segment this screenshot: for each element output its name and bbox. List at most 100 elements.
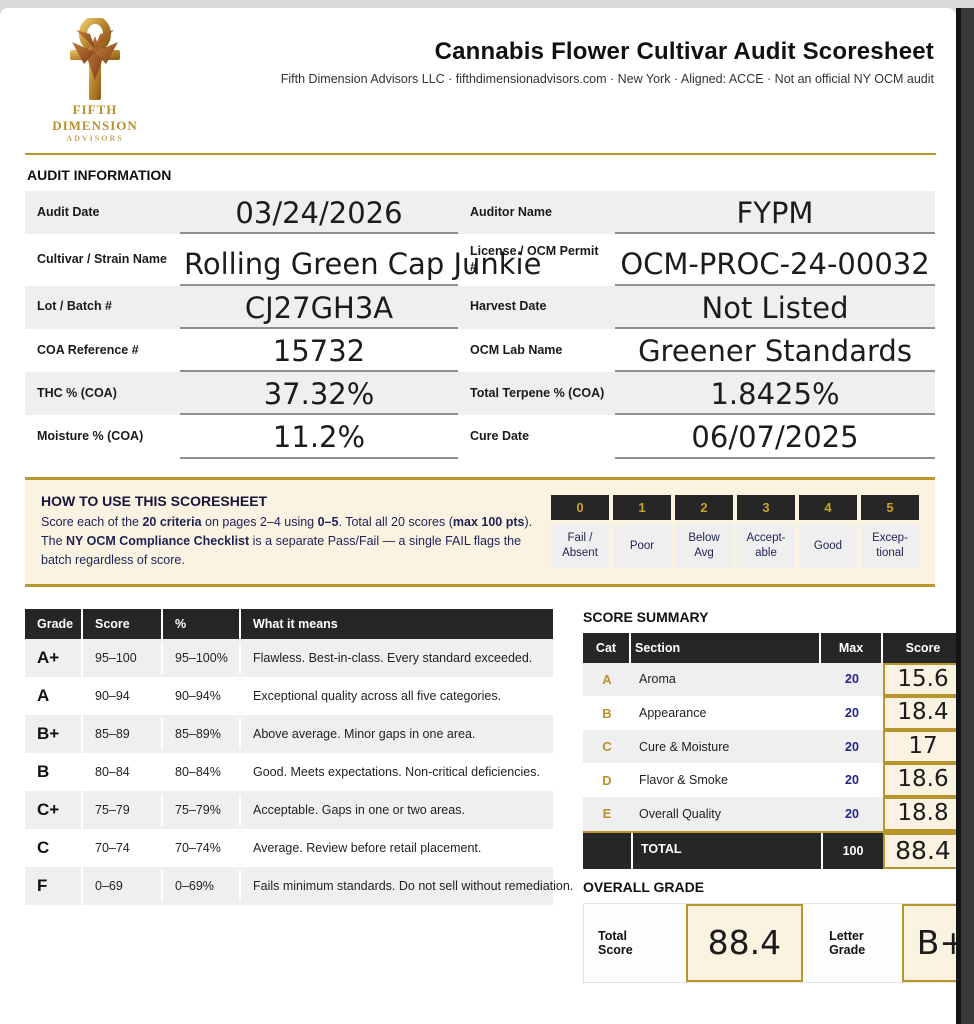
audit-info-row: Audit Date 03/24/2026 Auditor Name FYPM bbox=[25, 191, 935, 235]
grade-pct-range: 90–94% bbox=[163, 679, 241, 712]
field-value[interactable]: OCM-PROC-24-00032 bbox=[615, 246, 935, 286]
field-value-cell[interactable]: OCM-PROC-24-00032 bbox=[615, 234, 935, 286]
score-col-header: Score bbox=[905, 640, 941, 655]
score-summary-row: B Appearance 20 18.4 bbox=[583, 696, 963, 730]
field-value-cell[interactable]: Not Listed bbox=[615, 286, 935, 329]
ankh-cannabis-leaf-icon bbox=[70, 18, 120, 100]
field-value[interactable]: 37.32% bbox=[180, 376, 458, 416]
grade-row: B 80–84 80–84% Good. Meets expectations.… bbox=[25, 752, 553, 791]
brand-line-1: FIFTH bbox=[72, 102, 118, 117]
field-label: COA Reference # bbox=[37, 342, 139, 357]
brand-line-2: DIMENSION bbox=[52, 118, 138, 133]
grade-letter: C bbox=[25, 828, 83, 867]
how-to-use-body: Score each of the 20 criteria on pages 2… bbox=[41, 513, 546, 571]
scale-label: Accept- able bbox=[737, 524, 795, 569]
field-value-cell[interactable]: Rolling Green Cap Junkie bbox=[180, 234, 541, 286]
field-value-cell[interactable]: 06/07/2025 bbox=[615, 415, 935, 459]
field-value[interactable]: 06/07/2025 bbox=[615, 419, 935, 459]
meaning-col-header: What it means bbox=[253, 616, 338, 631]
field-value[interactable]: FYPM bbox=[615, 195, 935, 235]
grade-pct-range: 80–84% bbox=[163, 755, 241, 788]
how-to-use-box: HOW TO USE THIS SCORESHEET Score each of… bbox=[25, 476, 935, 587]
scale-column: 5 Excep- tional bbox=[861, 495, 919, 569]
grade-pct-range: 75–79% bbox=[163, 793, 241, 826]
grade-score-range: 80–84 bbox=[83, 755, 163, 788]
scale-label: Below Avg bbox=[675, 524, 733, 569]
audit-info-heading: AUDIT INFORMATION bbox=[27, 167, 172, 183]
window-edge-scrollbar[interactable] bbox=[956, 8, 974, 1024]
score-summary-row: A Aroma 20 15.6 bbox=[583, 662, 963, 697]
field-value-cell[interactable]: CJ27GH3A bbox=[180, 286, 458, 329]
field-value[interactable]: Rolling Green Cap Junkie bbox=[180, 246, 541, 286]
field-value-cell[interactable]: 11.2% bbox=[180, 415, 458, 459]
total-score-input[interactable]: 88.4 bbox=[883, 832, 963, 869]
section-score-input[interactable]: 17 bbox=[883, 729, 963, 764]
field-value[interactable]: 1.8425% bbox=[615, 376, 935, 416]
section-score-input[interactable]: 18.4 bbox=[883, 696, 963, 730]
field-label: Cultivar / Strain Name bbox=[37, 252, 167, 267]
grade-meaning: Good. Meets expectations. Non-critical d… bbox=[253, 764, 540, 779]
overall-total-score[interactable]: 88.4 bbox=[685, 903, 804, 982]
grade-row: A 90–94 90–94% Exceptional quality acros… bbox=[25, 676, 553, 715]
section-name: Cure & Moisture bbox=[639, 739, 730, 754]
grade-score-range: 75–79 bbox=[83, 793, 163, 826]
scale-label: Excep- tional bbox=[861, 524, 919, 569]
section-score-input[interactable]: 18.6 bbox=[883, 763, 963, 797]
section-max: 20 bbox=[845, 706, 859, 721]
score-summary-column: SCORE SUMMARY Cat Section Max Score A Ar… bbox=[583, 609, 974, 983]
section-name: Aroma bbox=[639, 672, 676, 687]
field-label: License / OCM Permit # bbox=[470, 244, 599, 274]
field-value-cell[interactable]: 37.32% bbox=[180, 372, 458, 416]
letter-grade-label: Letter Grade bbox=[829, 928, 866, 957]
how-to-segment: 0–5 bbox=[317, 514, 339, 529]
field-label: Harvest Date bbox=[470, 299, 547, 314]
field-value[interactable]: 03/24/2026 bbox=[180, 195, 458, 235]
section-col-header: Section bbox=[631, 632, 821, 663]
field-value-cell[interactable]: 03/24/2026 bbox=[180, 191, 458, 235]
field-value[interactable]: 15732 bbox=[180, 333, 458, 372]
how-to-segment: ). The bbox=[41, 514, 533, 548]
grade-score-range: 95–100 bbox=[83, 641, 163, 674]
field-value[interactable]: 11.2% bbox=[180, 419, 458, 459]
category-letter: D bbox=[602, 772, 612, 788]
pct-col-header: % bbox=[163, 608, 241, 639]
section-score-input[interactable]: 15.6 bbox=[883, 662, 963, 697]
grade-table-header: Grade Score % What it means bbox=[25, 608, 553, 639]
grade-row: A+ 95–100 95–100% Flawless. Best-in-clas… bbox=[25, 638, 553, 677]
scale-score: 1 bbox=[613, 495, 671, 521]
scale-label: Good bbox=[799, 524, 857, 569]
total-spacer bbox=[583, 833, 631, 869]
max-col-header: Max bbox=[821, 632, 883, 663]
field-value[interactable]: CJ27GH3A bbox=[180, 290, 458, 329]
scale-label: Poor bbox=[613, 524, 671, 569]
total-label: TOTAL bbox=[631, 832, 821, 869]
field-value[interactable]: Greener Standards bbox=[615, 333, 935, 372]
grade-legend-table: Grade Score % What it means A+ 95–100 95… bbox=[25, 608, 573, 983]
section-name: Flavor & Smoke bbox=[639, 773, 728, 788]
grade-score-range: 85–89 bbox=[83, 717, 163, 750]
scale-column: 4 Good bbox=[799, 495, 857, 569]
grade-meaning: Average. Review before retail placement. bbox=[253, 840, 482, 855]
field-value-cell[interactable]: Greener Standards bbox=[615, 329, 935, 372]
field-value-cell[interactable]: 15732 bbox=[180, 329, 458, 372]
grade-score-range: 70–74 bbox=[83, 831, 163, 864]
section-score-input[interactable]: 18.8 bbox=[883, 797, 963, 831]
field-value-cell[interactable]: 1.8425% bbox=[615, 372, 935, 416]
how-to-segment: Score each of the bbox=[41, 514, 143, 529]
field-value[interactable]: Not Listed bbox=[615, 290, 935, 329]
score-col-header: Score bbox=[83, 608, 163, 639]
score-summary-row: E Overall Quality 20 18.8 bbox=[583, 797, 963, 831]
section-name: Appearance bbox=[639, 706, 707, 721]
scoring-scale-table: 0 Fail / Absent 1 Poor 2 Below Avg bbox=[551, 495, 919, 569]
overall-grade-heading: OVERALL GRADE bbox=[583, 878, 705, 895]
scale-column: 1 Poor bbox=[613, 495, 671, 569]
audit-info-grid: Audit Date 03/24/2026 Auditor Name FYPM … bbox=[25, 191, 935, 459]
bottom-section: Grade Score % What it means A+ 95–100 95… bbox=[25, 608, 974, 983]
grade-score-range: 90–94 bbox=[83, 679, 163, 712]
section-max: 20 bbox=[845, 672, 859, 687]
brand-logo: FIFTH DIMENSION ADVISORS bbox=[25, 14, 165, 143]
grade-col-header: Grade bbox=[25, 608, 83, 639]
brand-name: FIFTH DIMENSION ADVISORS bbox=[25, 102, 165, 143]
field-value-cell[interactable]: FYPM bbox=[615, 191, 935, 235]
